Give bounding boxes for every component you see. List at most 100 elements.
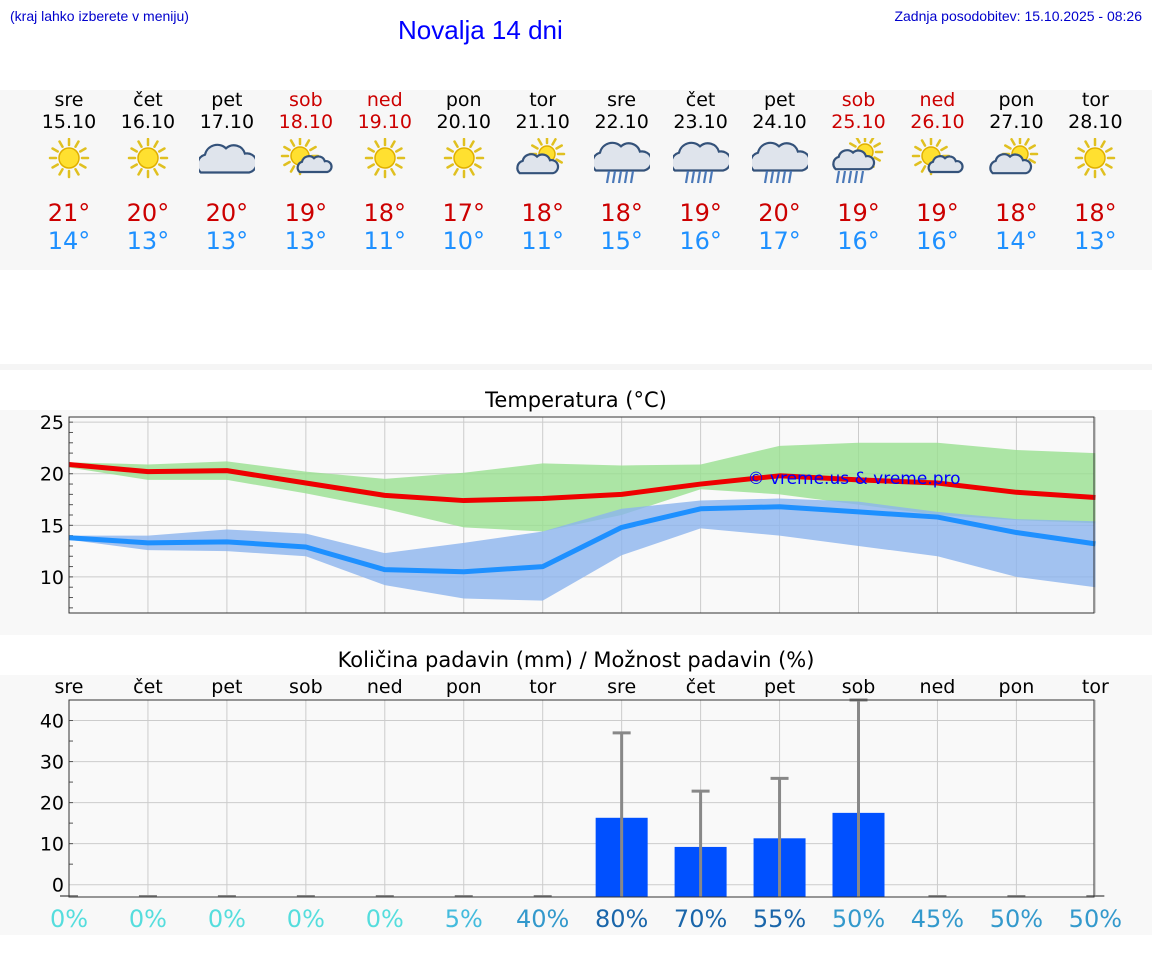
rain-cloud-icon <box>672 141 729 184</box>
precip-probability: 50% <box>990 905 1043 933</box>
rain-cloud-icon <box>593 141 650 184</box>
y-tick-label: 30 <box>40 752 64 774</box>
sun-cloud-icon <box>280 138 333 176</box>
day-name: čet <box>133 89 163 111</box>
temp-max: 18° <box>995 199 1038 227</box>
precip-chart-title: Količina padavin (mm) / Možnost padavin … <box>337 648 815 672</box>
temp-min: 14° <box>47 227 91 255</box>
sun-cloud-icon <box>912 138 965 176</box>
day-date: 28.10 <box>1068 111 1123 133</box>
sun-icon <box>1075 138 1116 179</box>
menu-hint: (kraj lahko izberete v meniju) <box>10 8 189 24</box>
watermark: © vreme.us & vreme.pro <box>747 469 960 489</box>
day-name: sre <box>54 89 84 111</box>
precip-probability: 70% <box>674 905 727 933</box>
day-name: pon <box>998 89 1035 111</box>
temp-min: 13° <box>126 227 170 255</box>
y-tick-label: 25 <box>40 412 64 434</box>
category-label: ned <box>920 676 956 698</box>
cloud-icon <box>198 143 255 174</box>
sun-icon <box>443 138 484 179</box>
day-name: sob <box>289 89 323 111</box>
category-label: pet <box>764 676 795 698</box>
temp-max: 20° <box>126 199 170 227</box>
category-label: čet <box>686 676 716 698</box>
sun-icon <box>364 138 406 179</box>
category-label: pon <box>446 676 482 698</box>
day-date: 18.10 <box>278 111 334 133</box>
day-name: tor <box>529 89 557 111</box>
category-label: sre <box>607 676 636 698</box>
temp-min: 13° <box>205 227 249 255</box>
temp-max: 21° <box>47 199 91 227</box>
y-tick-label: 10 <box>40 567 64 589</box>
day-date: 24.10 <box>752 111 807 133</box>
y-tick-label: 0 <box>52 875 64 897</box>
last-update: Zadnja posodobitev: 15.10.2025 - 08:26 <box>894 8 1142 24</box>
y-tick-label: 15 <box>40 515 64 537</box>
max-temp-line <box>68 461 1096 504</box>
precip-probability: 40% <box>516 905 569 933</box>
precip-probability: 80% <box>595 905 648 933</box>
day-name: ned <box>919 89 956 111</box>
precip-probability: 50% <box>832 905 885 933</box>
sun-icon <box>48 138 90 179</box>
day-name: tor <box>1081 89 1109 111</box>
cloud-sun-icon <box>989 138 1039 175</box>
temp-max: 19° <box>284 199 328 227</box>
temp-max: 18° <box>1074 199 1117 227</box>
temp-min: 13° <box>284 227 328 255</box>
temp-max: 19° <box>916 199 959 227</box>
day-name: pet <box>211 89 243 111</box>
cloud-sun-icon <box>515 138 565 175</box>
category-label: čet <box>133 676 163 698</box>
day-name: pon <box>445 89 482 111</box>
precip-probability: 0% <box>208 905 246 933</box>
y-tick-label: 10 <box>40 834 64 856</box>
category-label: sob <box>842 676 876 698</box>
precip-probability: 0% <box>366 905 404 933</box>
day-date: 20.10 <box>436 111 491 133</box>
plot-area <box>69 700 1094 897</box>
category-label: tor <box>529 676 556 698</box>
day-date: 25.10 <box>831 111 886 133</box>
day-date: 17.10 <box>199 111 255 133</box>
y-tick-label: 40 <box>40 711 64 733</box>
precip-probability: 5% <box>445 905 483 933</box>
temp-min: 17° <box>758 227 801 255</box>
precip-probability: 0% <box>50 905 88 933</box>
day-name: sob <box>841 89 876 111</box>
temp-max: 17° <box>442 199 486 227</box>
separator <box>0 364 1152 370</box>
plot-frame <box>68 699 1095 898</box>
day-date: 19.10 <box>357 111 412 133</box>
temp-max: 20° <box>205 199 249 227</box>
day-name: čet <box>685 89 716 111</box>
y-tick-label: 20 <box>40 464 64 486</box>
plot-frame <box>68 416 1095 614</box>
temp-min: 16° <box>679 227 722 255</box>
category-label: pet <box>211 676 242 698</box>
sun-icon <box>127 138 169 179</box>
day-date: 27.10 <box>989 111 1044 133</box>
category-label: tor <box>1082 676 1109 698</box>
precip-probability: 0% <box>287 905 325 933</box>
day-date: 26.10 <box>910 111 965 133</box>
temp-min: 16° <box>916 227 959 255</box>
temp-max: 19° <box>679 199 722 227</box>
day-date: 15.10 <box>41 111 97 133</box>
day-date: 21.10 <box>515 111 570 133</box>
temp-max: 18° <box>363 199 407 227</box>
forecast-strip: sre 15.10 21° 14° čet 16.10 20° 13° pet 17.10 20° 1… <box>0 90 1152 270</box>
day-date: 16.10 <box>120 111 176 133</box>
temp-min: 15° <box>600 227 643 255</box>
category-label: pon <box>999 676 1035 698</box>
precip-probability: 50% <box>1069 905 1122 933</box>
temp-max: 19° <box>837 199 880 227</box>
precip-probability: 0% <box>129 905 167 933</box>
precip-probability: 45% <box>911 905 964 933</box>
temp-min: 14° <box>995 227 1038 255</box>
day-name: pet <box>763 89 796 111</box>
category-label: ned <box>367 676 403 698</box>
temperature-chart-title: Temperatura (°C) <box>485 388 667 412</box>
